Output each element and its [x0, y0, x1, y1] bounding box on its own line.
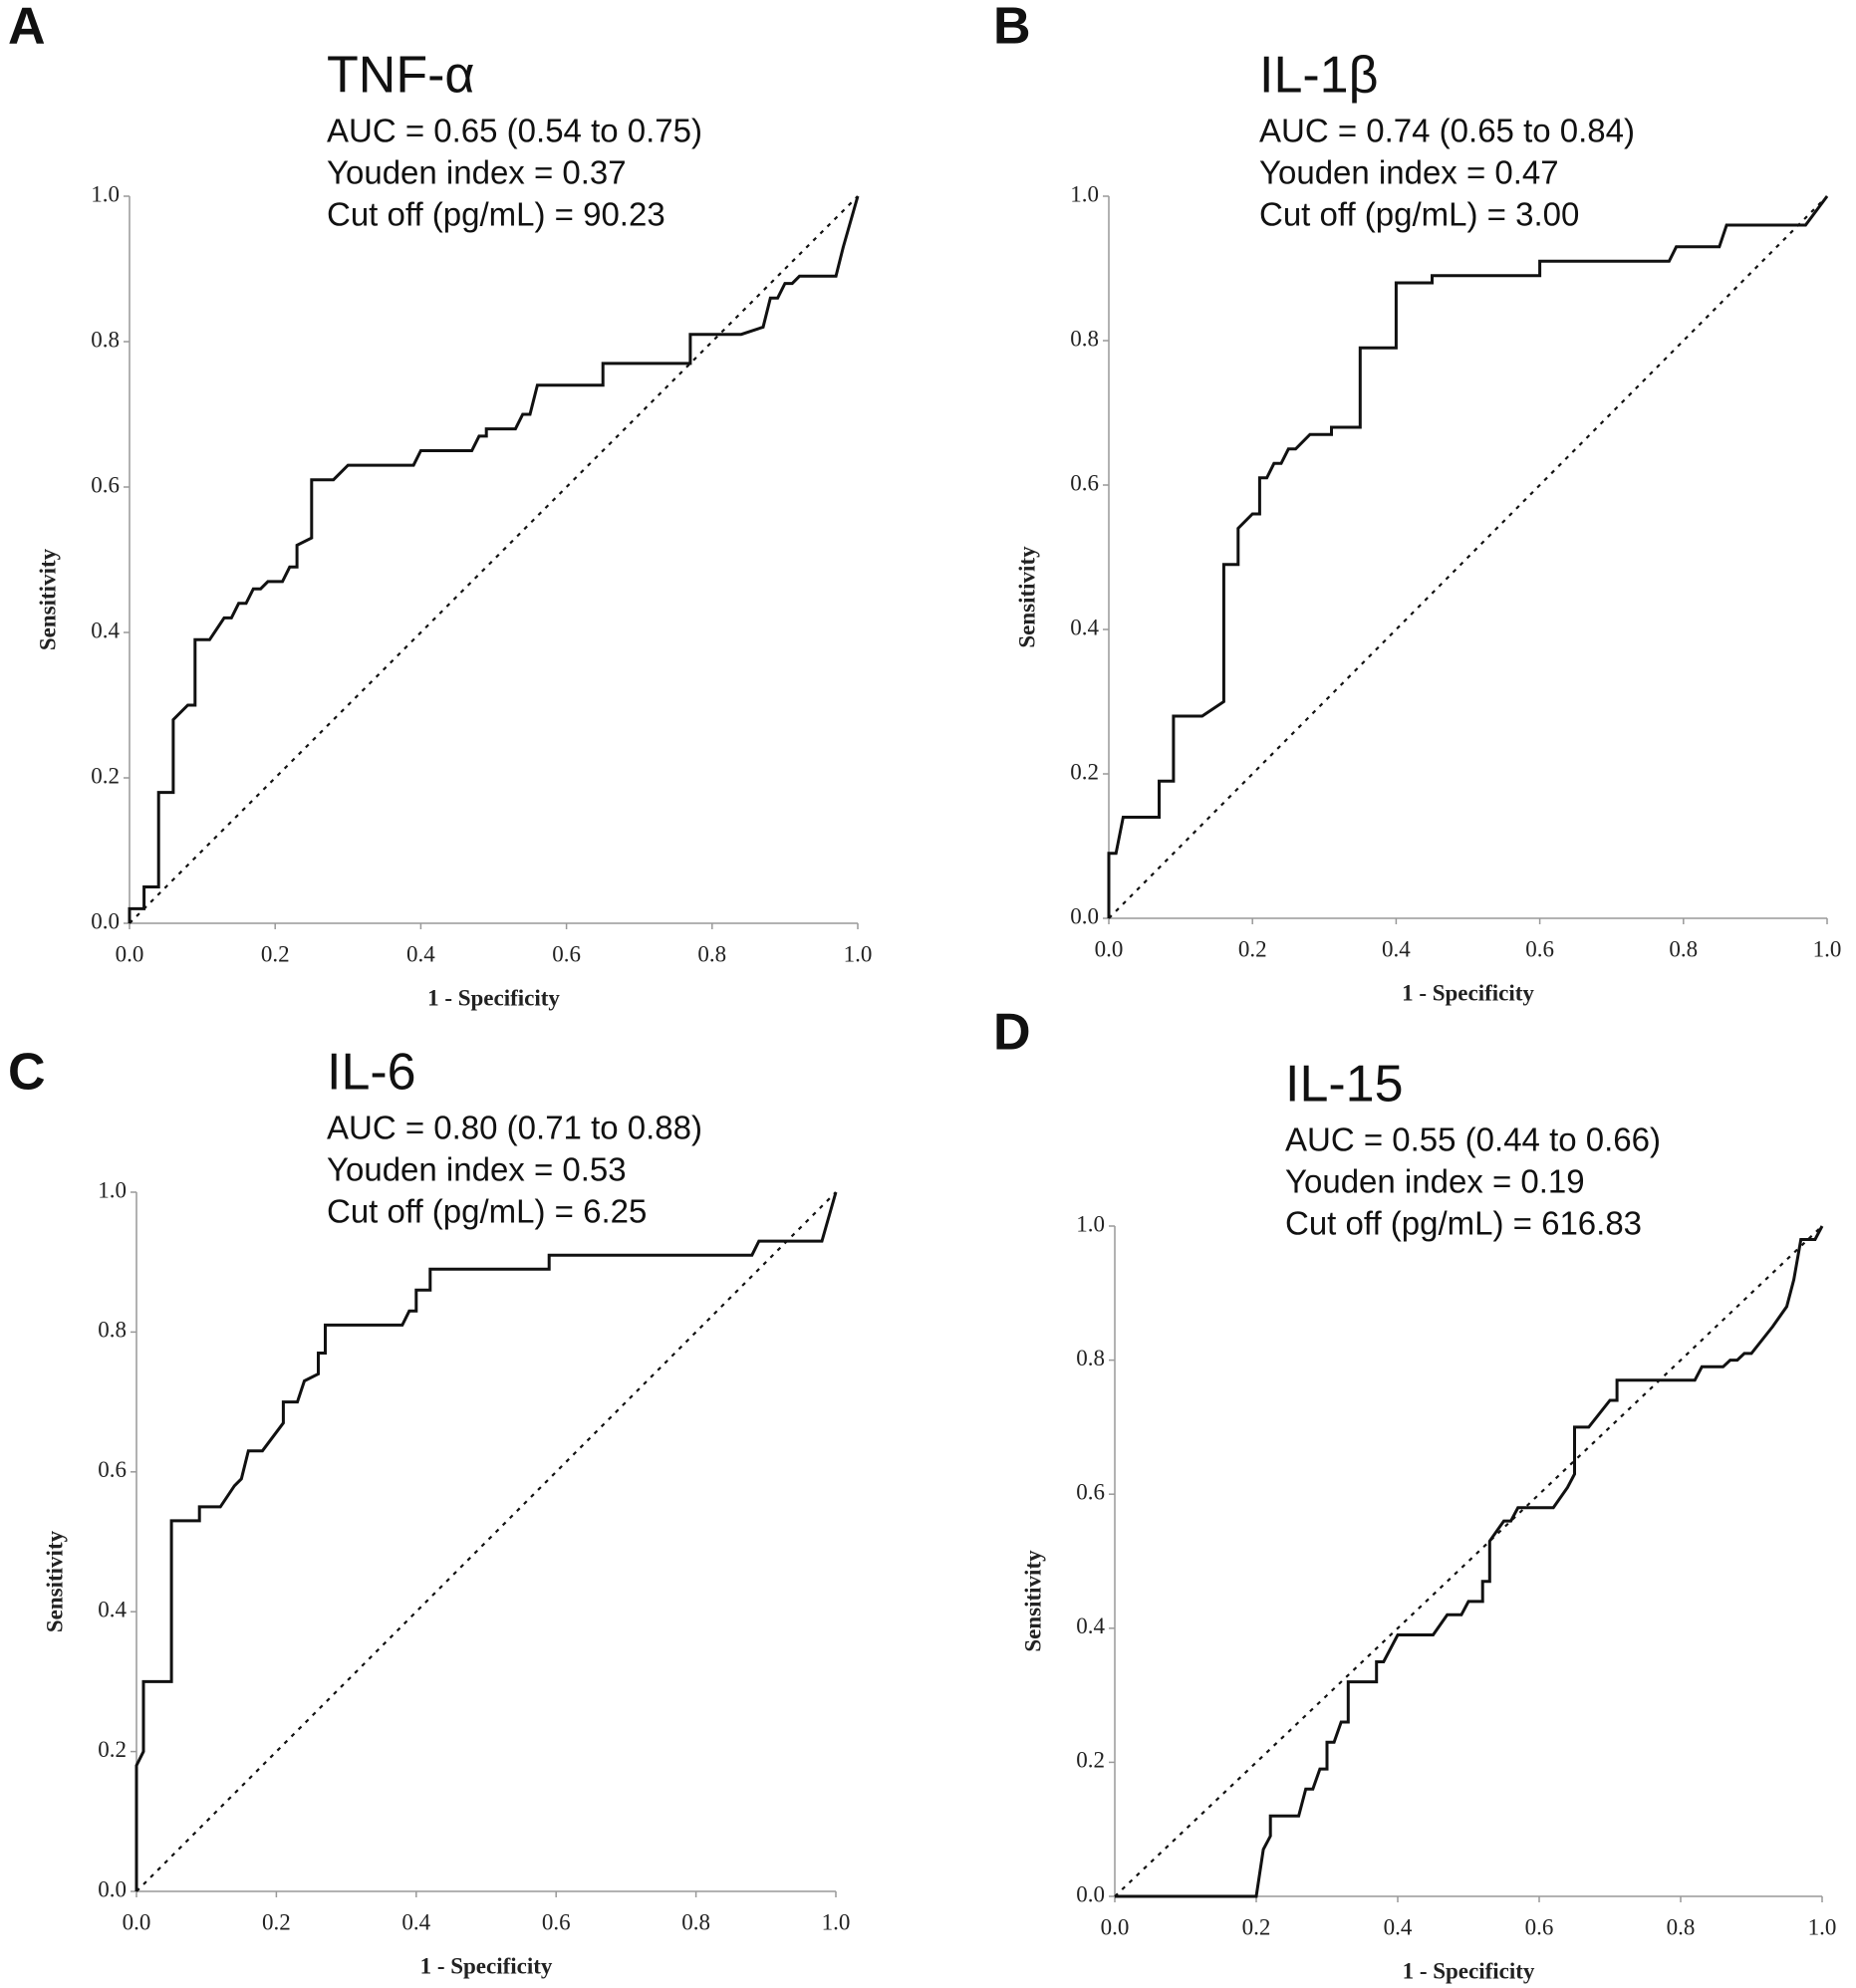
- y-tick-label: 0.8: [1070, 326, 1099, 351]
- panel-letter: C: [8, 1044, 46, 1102]
- x-tick-label: 0.4: [1384, 1914, 1413, 1939]
- y-tick-label: 0.2: [98, 1737, 127, 1762]
- panel: B IL-1β AUC = 0.74 (0.65 to 0.84) Youden in…: [993, 0, 1841, 1005]
- x-tick-label: 0.4: [406, 941, 435, 966]
- roc-curve: [1115, 1225, 1824, 1898]
- x-tick-label: 1.0: [1813, 936, 1842, 961]
- panel-letter: B: [993, 0, 1031, 56]
- x-tick-label: 0.6: [1525, 1914, 1554, 1939]
- x-tick-label: 0.0: [1101, 1914, 1130, 1939]
- annotation: Youden index = 0.19: [1285, 1163, 1585, 1200]
- chart-title: IL-6: [327, 1044, 416, 1102]
- x-tick-label: 0.2: [262, 1909, 291, 1934]
- x-tick-label: 0.0: [1095, 936, 1124, 961]
- y-axis-label: Sensitivity: [1014, 546, 1039, 648]
- annotation: Cut off (pg/mL) = 6.25: [327, 1193, 647, 1230]
- y-tick-label: 0.6: [91, 472, 120, 497]
- annotation: AUC = 0.55 (0.44 to 0.66): [1285, 1121, 1661, 1158]
- panel-letter: A: [8, 0, 46, 56]
- roc-curve: [134, 1191, 838, 1891]
- x-tick-label: 0.4: [401, 1909, 430, 1934]
- chart-title: IL-15: [1285, 1056, 1404, 1114]
- y-tick-label: 1.0: [1070, 181, 1099, 206]
- y-tick-label: 0.0: [91, 908, 120, 933]
- y-tick-label: 0.4: [98, 1597, 127, 1621]
- x-tick-label: 0.0: [116, 941, 144, 966]
- x-tick-label: 0.2: [261, 941, 290, 966]
- x-tick-label: 0.2: [1242, 1914, 1271, 1939]
- x-axis-label: 1 - Specificity: [1402, 980, 1534, 1005]
- y-tick-label: 0.0: [98, 1876, 127, 1901]
- annotation: AUC = 0.80 (0.71 to 0.88): [327, 1110, 702, 1146]
- y-axis-label: Sensitivity: [35, 548, 60, 650]
- reference-diagonal: [129, 195, 859, 924]
- roc-curve: [128, 195, 860, 923]
- annotation: Youden index = 0.53: [327, 1151, 627, 1188]
- x-axis-label: 1 - Specificity: [427, 985, 560, 1010]
- y-axis-label: Sensitivity: [1020, 1550, 1045, 1652]
- panel: C IL-6 AUC = 0.80 (0.71 to 0.88) Youden ind…: [8, 1044, 850, 1979]
- x-tick-label: 1.0: [844, 941, 873, 966]
- panel: A TNF-α AUC = 0.65 (0.54 to 0.75) Youden in…: [8, 0, 872, 1010]
- annotation: AUC = 0.65 (0.54 to 0.75): [327, 113, 702, 149]
- y-axis-label: Sensitivity: [42, 1530, 67, 1632]
- y-tick-label: 0.0: [1076, 1881, 1105, 1906]
- y-tick-label: 1.0: [98, 1177, 127, 1202]
- y-tick-label: 0.4: [1076, 1614, 1105, 1638]
- x-tick-label: 0.8: [1667, 1914, 1696, 1939]
- x-tick-label: 0.0: [123, 1909, 151, 1934]
- y-tick-label: 0.6: [1076, 1479, 1105, 1504]
- y-tick-label: 0.8: [98, 1318, 127, 1343]
- y-tick-label: 0.2: [1070, 759, 1099, 784]
- x-tick-label: 0.6: [552, 941, 581, 966]
- annotation: Youden index = 0.47: [1259, 154, 1559, 191]
- y-tick-label: 0.4: [91, 618, 120, 642]
- x-axis-label: 1 - Specificity: [1403, 1958, 1535, 1983]
- x-tick-label: 1.0: [822, 1909, 851, 1934]
- y-tick-label: 0.8: [91, 327, 120, 352]
- y-tick-label: 0.0: [1070, 903, 1099, 928]
- panel: D IL-15 AUC = 0.55 (0.44 to 0.66) Youden in…: [993, 1004, 1836, 1984]
- annotation: Youden index = 0.37: [327, 154, 627, 191]
- annotation: AUC = 0.74 (0.65 to 0.84): [1259, 113, 1635, 149]
- y-tick-label: 0.8: [1076, 1346, 1105, 1370]
- annotation: Cut off (pg/mL) = 616.83: [1285, 1205, 1642, 1242]
- x-tick-label: 0.2: [1238, 936, 1267, 961]
- y-tick-label: 0.4: [1070, 615, 1099, 639]
- y-tick-label: 1.0: [91, 181, 120, 206]
- y-tick-label: 1.0: [1076, 1211, 1105, 1236]
- y-tick-label: 0.6: [98, 1457, 127, 1482]
- x-tick-label: 0.6: [542, 1909, 571, 1934]
- x-axis-label: 1 - Specificity: [420, 1953, 553, 1978]
- roc-curve: [1107, 195, 1829, 918]
- reference-diagonal: [1114, 1225, 1823, 1897]
- x-tick-label: 1.0: [1808, 1914, 1837, 1939]
- x-tick-label: 0.8: [681, 1909, 710, 1934]
- annotation: Cut off (pg/mL) = 3.00: [1259, 196, 1579, 233]
- x-tick-label: 0.8: [697, 941, 726, 966]
- y-tick-label: 0.6: [1070, 470, 1099, 495]
- reference-diagonal: [135, 1191, 837, 1892]
- y-tick-label: 0.2: [91, 763, 120, 788]
- y-tick-label: 0.2: [1076, 1748, 1105, 1773]
- reference-diagonal: [1108, 195, 1828, 919]
- x-tick-label: 0.4: [1382, 936, 1411, 961]
- x-tick-label: 0.6: [1525, 936, 1554, 961]
- chart-title: TNF-α: [327, 47, 474, 105]
- x-tick-label: 0.8: [1669, 936, 1698, 961]
- annotation: Cut off (pg/mL) = 90.23: [327, 196, 665, 233]
- panel-letter: D: [993, 1004, 1031, 1062]
- chart-title: IL-1β: [1259, 47, 1379, 105]
